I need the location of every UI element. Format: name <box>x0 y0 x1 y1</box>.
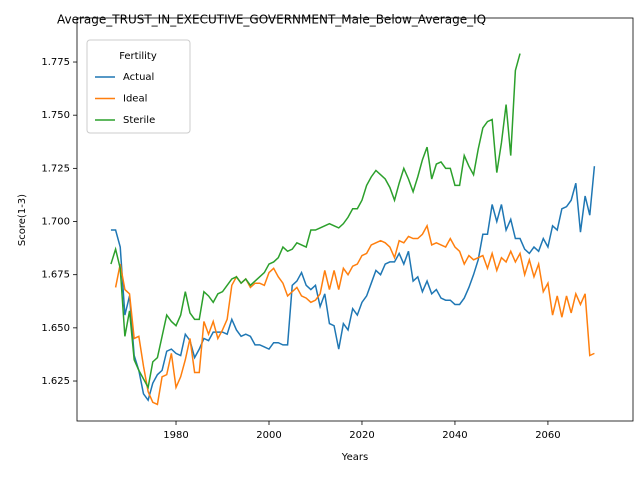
legend-label: Ideal <box>123 94 147 105</box>
x-tick-label: 1980 <box>163 430 188 441</box>
legend-box <box>86 39 191 134</box>
y-tick-label: 1.725 <box>41 163 70 174</box>
series-line <box>110 53 521 390</box>
legend-label: Sterile <box>123 115 155 126</box>
x-tick-label: 2000 <box>256 430 281 441</box>
chart-title: Average_TRUST_IN_EXECUTIVE_GOVERNMENT_Ma… <box>57 13 486 27</box>
y-tick-label: 1.675 <box>41 270 70 281</box>
series-line <box>114 223 595 406</box>
x-axis-label: Years <box>341 452 368 463</box>
legend-label: Actual <box>123 72 154 83</box>
y-tick-label: 1.625 <box>41 376 70 387</box>
x-tick-label: 2060 <box>535 430 560 441</box>
y-tick-label: 1.775 <box>41 57 70 68</box>
y-tick-label: 1.650 <box>41 323 70 334</box>
y-axis-label: Score(1-3) <box>17 194 28 246</box>
plot-area <box>110 53 596 406</box>
x-tick-label: 2020 <box>349 430 374 441</box>
plot-frame <box>76 17 634 422</box>
y-tick-label: 1.750 <box>41 110 70 121</box>
x-tick-label: 2040 <box>442 430 467 441</box>
y-tick-label: 1.700 <box>41 217 70 228</box>
legend-title: Fertility <box>119 51 157 62</box>
